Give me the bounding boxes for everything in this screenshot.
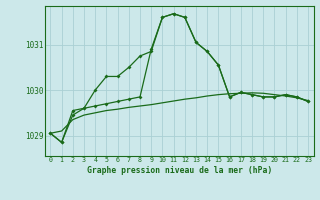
X-axis label: Graphe pression niveau de la mer (hPa): Graphe pression niveau de la mer (hPa) bbox=[87, 166, 272, 175]
